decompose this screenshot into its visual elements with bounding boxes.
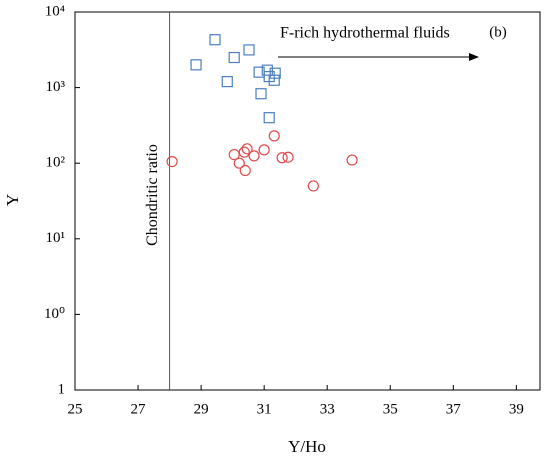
x-tick-label: 25 <box>68 401 83 417</box>
point <box>268 130 280 142</box>
x-tick-label: 39 <box>509 401 524 417</box>
point <box>258 144 270 156</box>
point <box>233 157 245 169</box>
point <box>238 146 250 158</box>
x-axis-label: Y/Ho <box>288 437 326 456</box>
plot-frame <box>74 11 541 391</box>
y-tick-label: 10² <box>46 155 66 171</box>
point <box>346 154 358 166</box>
point <box>243 44 255 56</box>
y-tick-label: 10⁴ <box>45 3 65 19</box>
point <box>282 151 294 163</box>
point <box>241 143 253 155</box>
point <box>190 59 202 71</box>
point <box>209 34 221 46</box>
annotation: F-rich hydrothermal fluids <box>280 25 450 42</box>
y-tick-label: 10⁰ <box>44 306 65 322</box>
point <box>276 152 288 164</box>
x-tick-label: 27 <box>131 401 147 417</box>
y-tick-label: 10¹ <box>46 230 66 246</box>
point <box>268 74 280 86</box>
point <box>261 64 273 76</box>
point <box>255 88 267 100</box>
y-tick-label: 10³ <box>46 79 66 95</box>
point <box>221 76 233 88</box>
panel-label: (b) <box>489 24 507 40</box>
point <box>307 180 319 192</box>
point <box>228 148 240 161</box>
x-tick-label: 37 <box>446 401 462 417</box>
x-tick-label: 35 <box>383 401 398 417</box>
point <box>248 150 260 162</box>
y-tick-label: 1 <box>58 381 66 397</box>
point <box>166 155 178 168</box>
x-tick-label: 33 <box>320 401 335 417</box>
point <box>239 164 251 177</box>
y-axis-label: Y <box>3 194 22 206</box>
point <box>269 67 281 79</box>
point <box>228 51 240 64</box>
x-tick-label: 31 <box>257 401 272 417</box>
point <box>263 112 275 124</box>
x-tick-label: 29 <box>194 401 209 417</box>
annotation: Chondritic ratio <box>144 144 161 246</box>
